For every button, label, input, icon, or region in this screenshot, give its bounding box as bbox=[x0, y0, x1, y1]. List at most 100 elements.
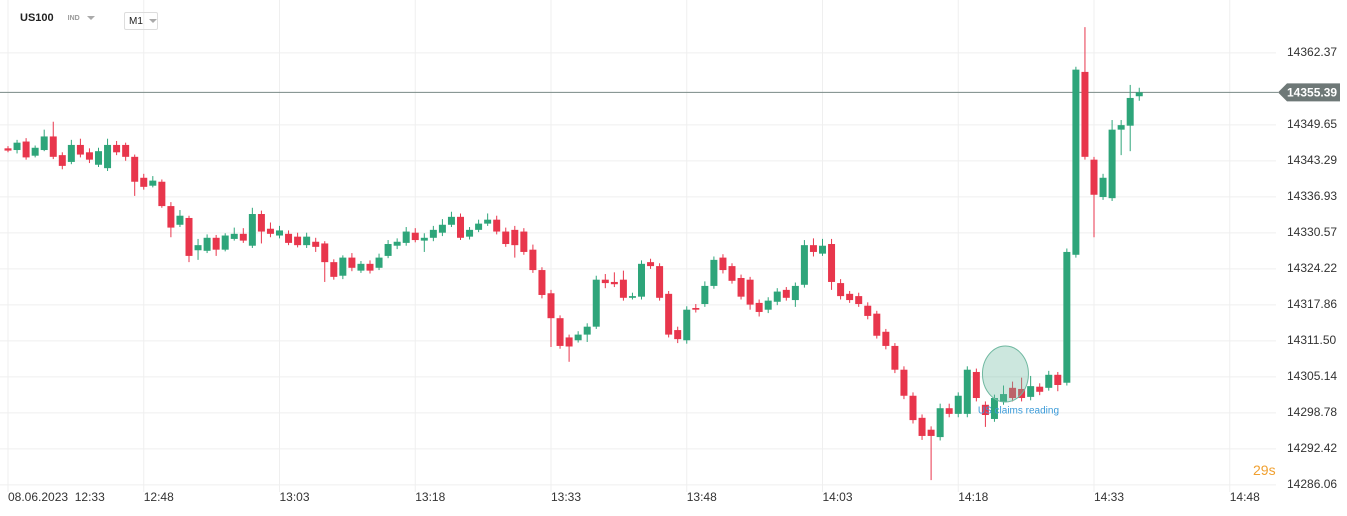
candle-body bbox=[710, 259, 718, 286]
candle-body bbox=[1090, 159, 1098, 195]
candle-body bbox=[321, 243, 329, 263]
candle-body bbox=[1054, 374, 1062, 385]
candle-body bbox=[972, 371, 980, 399]
candle-body bbox=[773, 291, 781, 302]
candle-body bbox=[638, 263, 645, 297]
candle-body bbox=[891, 345, 899, 370]
candle-body bbox=[837, 283, 845, 297]
candle-body bbox=[1072, 69, 1080, 255]
candle-body bbox=[610, 281, 618, 285]
y-tick-label: 14324.22 bbox=[1287, 261, 1337, 275]
candle-body bbox=[312, 241, 320, 247]
candle-body bbox=[819, 245, 826, 254]
annotation-text: US claims reading bbox=[978, 406, 1059, 417]
candle-body bbox=[257, 214, 265, 232]
y-tick-label: 14336.93 bbox=[1287, 189, 1337, 203]
candle-body bbox=[601, 279, 609, 284]
candle-body bbox=[719, 257, 727, 271]
candle-body bbox=[339, 257, 347, 276]
candle-body bbox=[1081, 71, 1089, 157]
candle-body bbox=[809, 245, 817, 252]
dropdown-icon bbox=[148, 19, 157, 23]
timeframe: M1 bbox=[129, 15, 143, 27]
candle-body bbox=[556, 318, 564, 346]
candle-body bbox=[583, 326, 591, 335]
candle-body bbox=[366, 263, 374, 271]
candle-body bbox=[918, 417, 926, 436]
candle-body bbox=[248, 214, 256, 246]
candle-body bbox=[185, 217, 193, 256]
candle-body bbox=[502, 231, 510, 245]
timeframe-selector[interactable]: M1 bbox=[124, 12, 158, 30]
candle-body bbox=[764, 300, 772, 310]
candle-body bbox=[31, 147, 39, 156]
x-tick-label: 13:48 bbox=[687, 490, 717, 504]
candle-body bbox=[1108, 129, 1116, 199]
price-label: 14355.39 bbox=[1287, 86, 1337, 100]
candle-body bbox=[800, 245, 808, 285]
y-tick-label: 14362.37 bbox=[1287, 45, 1337, 59]
candle-body bbox=[303, 236, 311, 246]
x-tick-label: 14:48 bbox=[1230, 490, 1260, 504]
candle-body bbox=[520, 231, 528, 252]
candle-body bbox=[330, 262, 338, 277]
candle-body bbox=[692, 307, 700, 310]
y-tick-label: 14286.06 bbox=[1287, 477, 1337, 491]
candle-body bbox=[420, 237, 428, 241]
candle-body bbox=[1099, 177, 1107, 198]
candle-body bbox=[384, 244, 392, 256]
candle-body bbox=[1126, 97, 1134, 126]
candle-body bbox=[656, 266, 664, 298]
x-tick-label: 13:33 bbox=[551, 490, 581, 504]
symbol-selector[interactable]: US100 IND bbox=[20, 12, 96, 24]
candle-body bbox=[1009, 387, 1017, 399]
candle-body bbox=[574, 334, 582, 341]
candle-body bbox=[239, 233, 247, 241]
candle-body bbox=[1027, 386, 1035, 397]
candle-body bbox=[212, 237, 220, 250]
y-tick-label: 14317.86 bbox=[1287, 297, 1337, 311]
candle-body bbox=[1135, 92, 1143, 97]
candle-body bbox=[746, 279, 754, 305]
candle-body bbox=[683, 309, 691, 341]
candle-body bbox=[1045, 374, 1053, 388]
candle-body bbox=[475, 223, 483, 230]
candle-body bbox=[936, 408, 944, 438]
x-tick-label: 13:03 bbox=[280, 490, 310, 504]
x-tick-label: 12:48 bbox=[144, 490, 174, 504]
y-tick-label: 14311.50 bbox=[1287, 333, 1336, 347]
candle-body bbox=[873, 313, 881, 336]
candle-body bbox=[95, 151, 102, 165]
candle-body bbox=[828, 244, 836, 282]
y-tick-label: 14292.42 bbox=[1287, 441, 1337, 455]
candle-body bbox=[140, 177, 148, 187]
x-tick-label: 14:33 bbox=[1094, 490, 1124, 504]
candle-body bbox=[954, 395, 962, 414]
candle-body bbox=[728, 266, 736, 281]
candle-body bbox=[230, 233, 238, 239]
candle-body bbox=[665, 293, 673, 335]
candle-body bbox=[647, 262, 655, 267]
candle-body bbox=[493, 219, 501, 232]
candle-body bbox=[1036, 386, 1044, 392]
candle-body bbox=[981, 404, 989, 416]
candle-body bbox=[945, 408, 953, 414]
candle-body bbox=[203, 237, 211, 251]
candle-body bbox=[846, 293, 854, 301]
y-tick-label: 14343.29 bbox=[1287, 153, 1337, 167]
candle-body bbox=[447, 216, 455, 225]
candle-body bbox=[791, 285, 799, 301]
candle-body bbox=[429, 229, 437, 238]
price-label-box bbox=[1278, 83, 1340, 102]
candle-body bbox=[927, 429, 935, 436]
candle-body bbox=[529, 249, 537, 271]
candle-body bbox=[511, 229, 519, 246]
candle-body bbox=[176, 215, 184, 225]
candle-body bbox=[13, 142, 21, 151]
market: IND bbox=[67, 14, 80, 22]
candle-body bbox=[357, 263, 365, 271]
symbol: US100 bbox=[20, 12, 54, 24]
candle-body bbox=[411, 232, 419, 241]
